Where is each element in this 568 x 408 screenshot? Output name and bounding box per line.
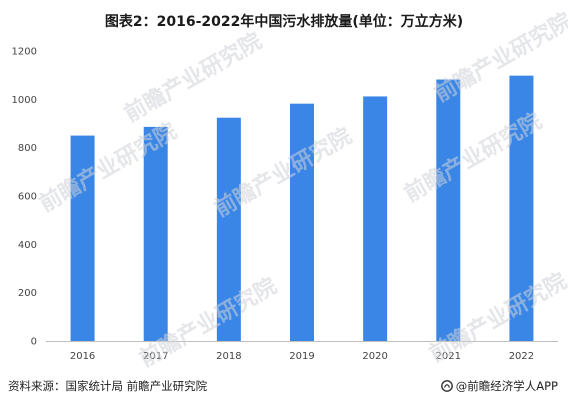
x-tick-label: 2016 bbox=[70, 351, 95, 362]
bar-2022 bbox=[509, 75, 534, 342]
bar-2021 bbox=[436, 79, 461, 342]
x-tick-label: 2021 bbox=[436, 351, 461, 362]
y-tick-label: 1200 bbox=[12, 47, 37, 58]
x-tick-label: 2018 bbox=[216, 351, 241, 362]
brand-text: @前瞻经济学人APP bbox=[455, 379, 558, 393]
x-tick-label: 2022 bbox=[509, 351, 534, 362]
brand-footer: @前瞻经济学人APP bbox=[440, 378, 558, 394]
y-tick-label: 800 bbox=[18, 143, 37, 154]
x-tick-label: 2019 bbox=[289, 351, 314, 362]
y-tick-label: 1000 bbox=[12, 95, 37, 106]
chart-title: 图表2：2016-2022年中国污水排放量(单位：万立方米) bbox=[104, 14, 464, 30]
y-tick-label: 400 bbox=[18, 240, 37, 251]
qianzhan-logo-icon bbox=[440, 380, 453, 392]
y-axis: 0 200 400 600 800 1000 1200 bbox=[12, 47, 37, 348]
x-tick-label: 2017 bbox=[143, 351, 168, 362]
x-tick-label: 2020 bbox=[362, 351, 387, 362]
bar-2019 bbox=[290, 103, 314, 341]
y-tick-label: 600 bbox=[18, 192, 37, 203]
bar-2018 bbox=[216, 117, 241, 341]
bar-2020 bbox=[363, 96, 388, 341]
bar-series bbox=[70, 75, 534, 342]
source-note: 资料来源：国家统计局 前瞻产业研究院 bbox=[8, 379, 208, 393]
x-axis: 2016 2017 2018 2019 2020 2021 2022 bbox=[70, 351, 534, 362]
y-tick-label: 0 bbox=[31, 337, 37, 348]
bar-2016 bbox=[70, 135, 95, 341]
y-tick-label: 200 bbox=[18, 288, 37, 299]
bar-2017 bbox=[143, 126, 168, 341]
